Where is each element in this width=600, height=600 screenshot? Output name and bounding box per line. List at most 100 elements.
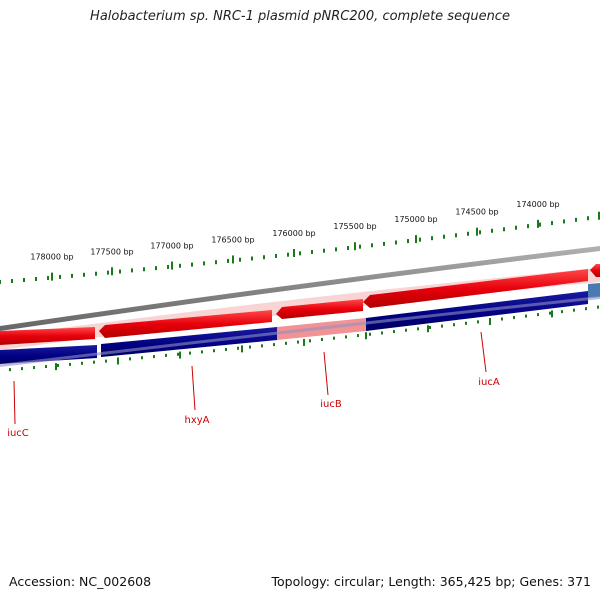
outer-minor-tick <box>323 248 325 253</box>
outer-minor-tick <box>419 237 421 242</box>
outer-minor-tick <box>431 236 433 241</box>
outer-minor-tick <box>263 255 265 260</box>
inner-minor-tick <box>597 305 599 309</box>
outer-major-tick <box>598 211 600 220</box>
gene-iucC-forward[interactable] <box>0 327 95 345</box>
inner-minor-tick <box>549 311 551 315</box>
outer-minor-tick <box>191 262 193 267</box>
tick-label: 176000 bp <box>272 229 315 238</box>
outer-minor-tick <box>587 216 589 221</box>
inner-minor-tick <box>201 350 203 354</box>
tick-label: 174500 bp <box>455 208 498 217</box>
inner-major-tick <box>551 310 553 318</box>
inner-major-tick <box>179 351 181 359</box>
inner-minor-tick <box>309 339 311 343</box>
outer-major-tick <box>354 242 356 251</box>
inner-tick-track <box>9 305 599 372</box>
inner-minor-tick <box>261 344 263 348</box>
gene-callout-line <box>323 351 329 396</box>
inner-minor-tick <box>153 355 155 359</box>
gene-label-iucC[interactable]: iucC <box>7 428 29 439</box>
outer-minor-tick <box>311 250 313 255</box>
outer-minor-tick <box>11 279 13 284</box>
outer-major-tick <box>537 219 539 228</box>
outer-tick-track: 178000 bp 177500 bp 177000 bp 176500 bp 1760… <box>0 200 600 284</box>
inner-minor-tick <box>33 366 35 370</box>
inner-major-tick <box>365 332 367 340</box>
outer-minor-tick <box>239 257 241 262</box>
outer-minor-tick <box>83 272 85 277</box>
outer-minor-tick <box>359 244 361 249</box>
gene-iucA-forward[interactable] <box>363 269 588 308</box>
inner-minor-tick <box>513 316 515 320</box>
outer-minor-tick <box>527 224 529 229</box>
outer-major-tick <box>232 255 234 264</box>
inner-minor-tick <box>561 310 563 314</box>
tick-label: 177500 bp <box>90 247 133 256</box>
inner-minor-tick <box>285 341 287 345</box>
inner-minor-tick <box>585 307 587 311</box>
forward-strand <box>0 264 600 345</box>
outer-minor-tick <box>203 261 205 266</box>
gene-label-hxyA[interactable]: hxyA <box>184 415 209 426</box>
inner-minor-tick <box>381 331 383 335</box>
gene-label-iucA[interactable]: iucA <box>478 377 500 388</box>
gene-next-reverse[interactable] <box>588 283 600 298</box>
inner-minor-tick <box>417 327 419 331</box>
gene-iucC-reverse[interactable] <box>0 345 97 364</box>
inner-minor-tick <box>213 349 215 353</box>
outer-minor-tick <box>215 260 217 265</box>
outer-minor-tick <box>503 227 505 232</box>
inner-minor-tick <box>69 362 71 366</box>
inner-minor-tick <box>357 334 359 338</box>
inner-major-tick <box>117 357 119 365</box>
outer-minor-tick <box>143 267 145 272</box>
outer-minor-tick <box>59 274 61 279</box>
inner-minor-tick <box>333 336 335 340</box>
outer-minor-tick <box>467 231 469 236</box>
outer-major-tick <box>171 261 173 270</box>
inner-minor-tick <box>573 308 575 312</box>
outer-minor-tick <box>167 264 169 269</box>
inner-minor-tick <box>501 317 503 321</box>
inner-minor-tick <box>129 357 131 361</box>
outer-minor-tick <box>383 241 385 246</box>
outer-minor-tick <box>539 222 541 227</box>
inner-minor-tick <box>93 360 95 364</box>
outer-major-tick <box>293 249 295 258</box>
tick-label: 175000 bp <box>394 215 437 224</box>
gene-hxyA-forward[interactable] <box>99 310 272 338</box>
inner-major-tick <box>427 325 429 333</box>
gene-iucB-forward[interactable] <box>276 299 363 319</box>
backbone-arc <box>0 246 600 331</box>
gene-next-forward[interactable] <box>590 264 600 277</box>
inner-minor-tick <box>225 348 227 352</box>
outer-minor-tick <box>251 256 253 261</box>
outer-minor-tick <box>287 252 289 257</box>
accession-text: Accession: NC_002608 <box>9 574 152 589</box>
outer-minor-tick <box>395 240 397 245</box>
gene-callout-line <box>13 380 16 425</box>
outer-minor-tick <box>371 243 373 248</box>
inner-minor-tick <box>465 321 467 325</box>
outer-minor-tick <box>179 263 181 268</box>
outer-minor-tick <box>551 221 553 226</box>
inner-minor-tick <box>21 367 23 371</box>
outer-major-tick <box>415 235 417 244</box>
outer-minor-tick <box>227 258 229 263</box>
inner-minor-tick <box>453 323 455 327</box>
inner-minor-tick <box>57 363 59 367</box>
tick-label: 174000 bp <box>516 200 559 209</box>
outer-minor-tick <box>299 251 301 256</box>
inner-minor-tick <box>177 352 179 356</box>
outer-minor-tick <box>107 270 109 275</box>
inner-minor-tick <box>405 328 407 332</box>
tick-label: 177000 bp <box>150 242 193 251</box>
gene-label-iucB[interactable]: iucB <box>320 399 342 410</box>
outer-minor-tick <box>407 239 409 244</box>
outer-minor-tick <box>119 269 121 274</box>
inner-minor-tick <box>369 332 371 336</box>
inner-minor-tick <box>45 365 47 369</box>
inner-minor-tick <box>249 345 251 349</box>
